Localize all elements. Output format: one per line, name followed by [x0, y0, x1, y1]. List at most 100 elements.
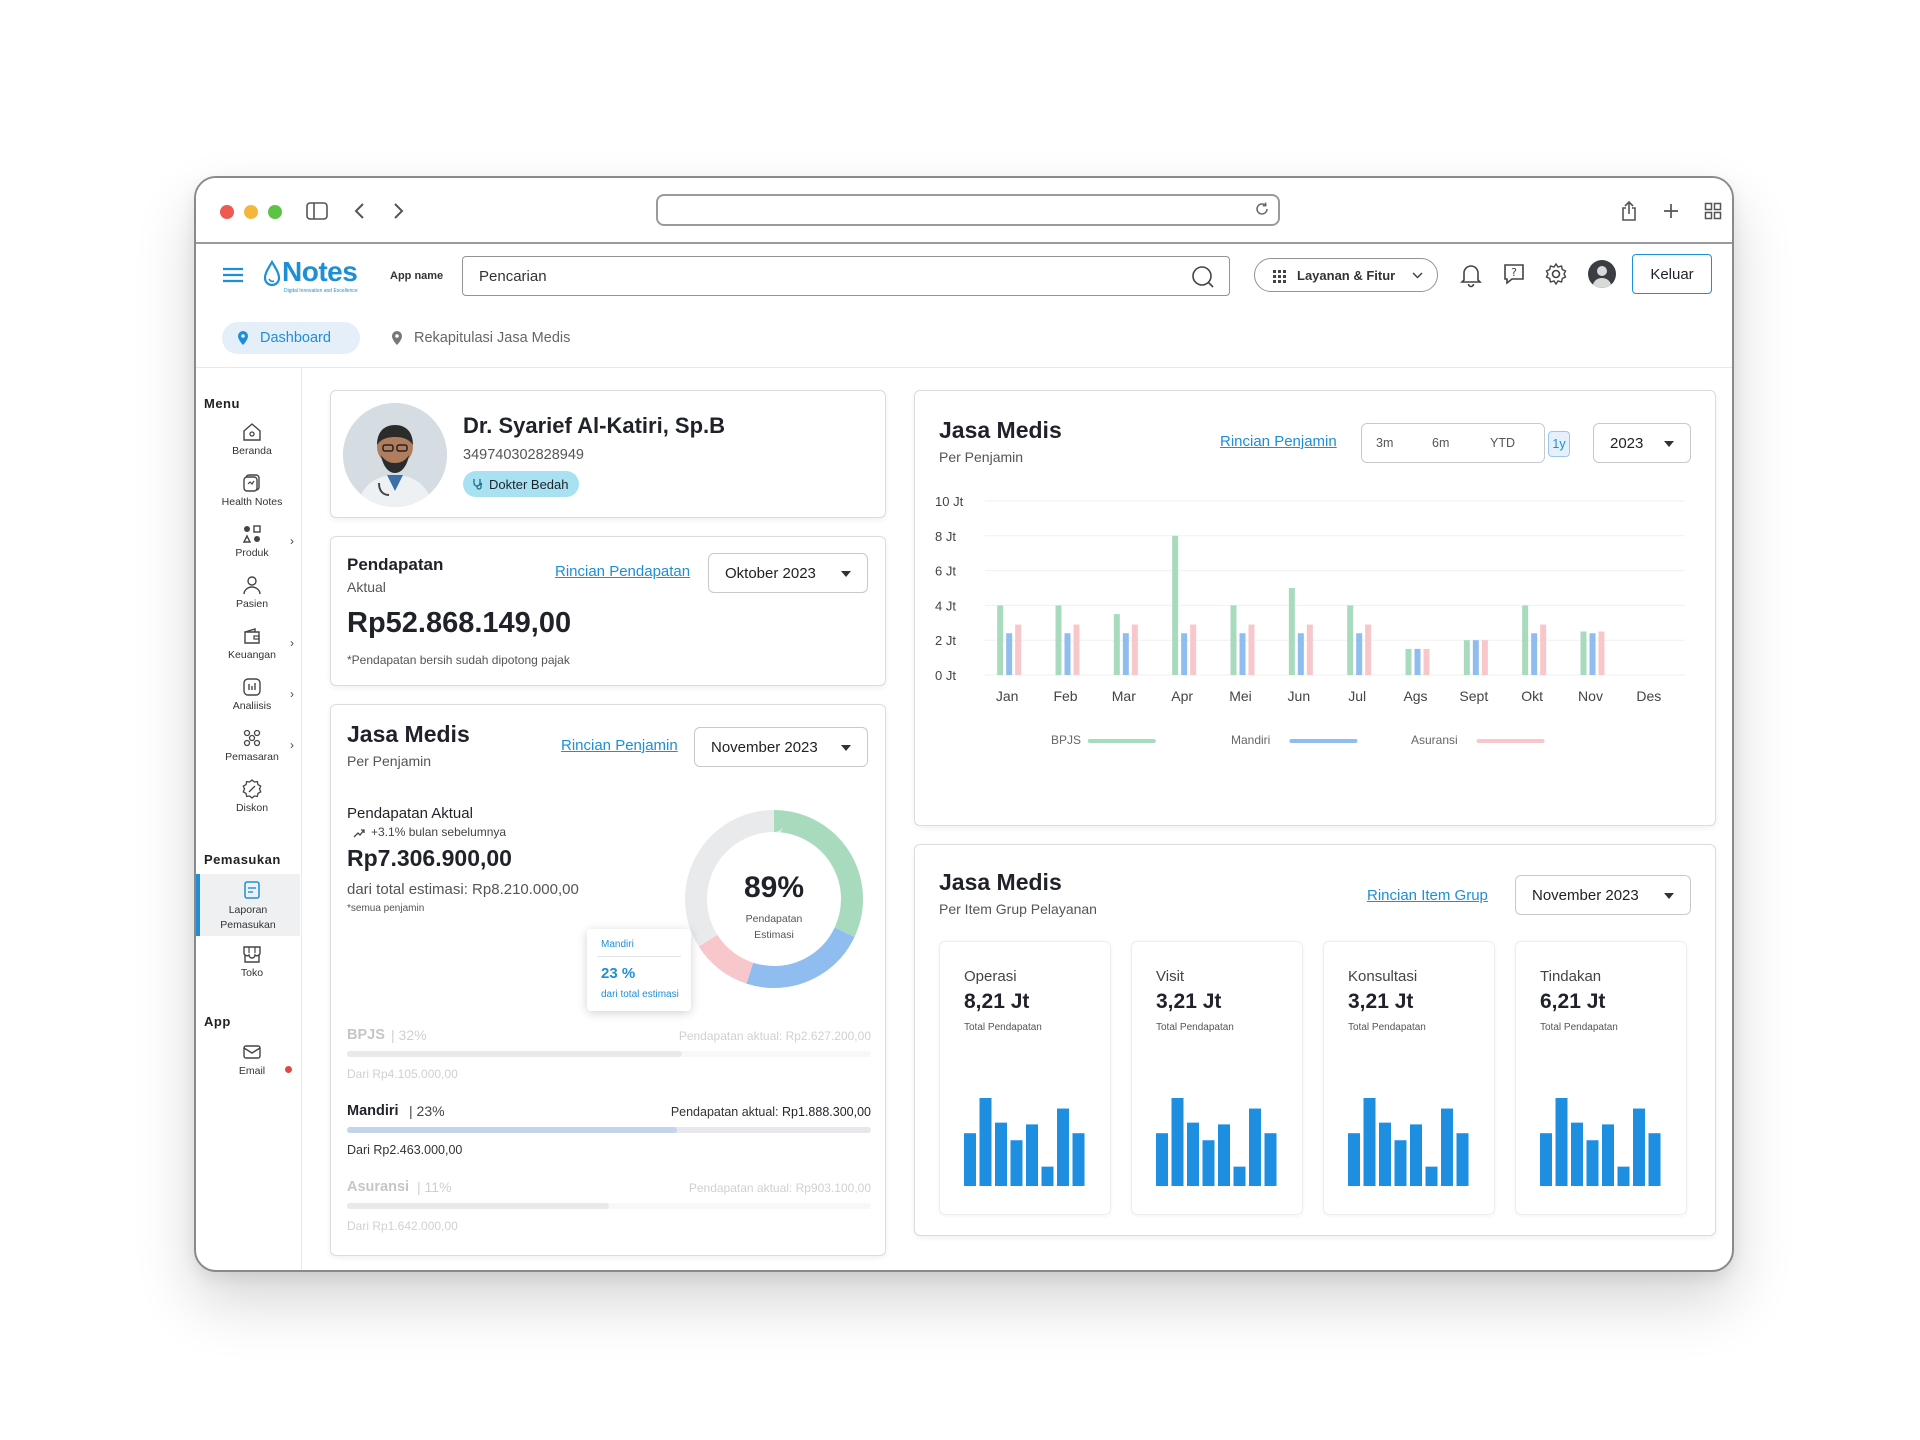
donut-segment-mandiri[interactable]: [685, 810, 863, 988]
bar-bpjs-okt[interactable]: [1522, 605, 1529, 675]
group-detail-link[interactable]: Rincian Item Grup: [1367, 887, 1488, 904]
patient-icon: [243, 576, 261, 595]
tooltip-name: Mandiri: [601, 939, 634, 950]
bar-bpjs-jul[interactable]: [1347, 605, 1354, 675]
group-tile-visit[interactable]: Visit 3,21 Jt Total Pendapatan: [1131, 941, 1303, 1215]
range-1y[interactable]: 1y: [1548, 431, 1570, 457]
guarantor-row-bpjs[interactable]: BPJS | 32% Pendapatan aktual: Rp2.627.20…: [347, 1027, 871, 1081]
user-avatar[interactable]: [1588, 260, 1616, 288]
year-select[interactable]: 2023: [1593, 423, 1691, 463]
bar-asuransi-nov[interactable]: [1598, 631, 1605, 676]
revenue-title: Pendapatan: [347, 555, 444, 574]
y-tick-label: 4 Jt: [935, 598, 956, 613]
bar-bpjs-feb[interactable]: [1055, 605, 1062, 675]
maximize-window-button[interactable]: [268, 205, 282, 219]
bar-mandiri-sept[interactable]: [1472, 640, 1479, 675]
app-logo[interactable]: Notes Digital Innovation and Excellence: [262, 256, 372, 296]
new-tab-icon[interactable]: [1656, 196, 1686, 226]
bell-icon[interactable]: [1460, 262, 1482, 293]
group-tile-konsultasi[interactable]: Konsultasi 3,21 Jt Total Pendapatan: [1323, 941, 1495, 1215]
back-icon[interactable]: [344, 196, 374, 226]
reload-icon[interactable]: [1254, 201, 1270, 222]
bar-asuransi-mei[interactable]: [1248, 624, 1255, 675]
close-window-button[interactable]: [220, 205, 234, 219]
guarantor-period-select[interactable]: November 2023: [694, 727, 868, 767]
bar-bpjs-nov[interactable]: [1580, 631, 1587, 676]
bar-mandiri-mar[interactable]: [1122, 633, 1129, 675]
guarantor-row-asuransi[interactable]: Asuransi | 11% Pendapatan aktual: Rp903.…: [347, 1179, 871, 1233]
bar-bpjs-mar[interactable]: [1113, 614, 1120, 675]
trend-suffix: bulan sebelumnya: [408, 825, 507, 839]
range-6m[interactable]: 6m: [1432, 436, 1450, 450]
logo-text: Notes: [282, 256, 358, 287]
share-icon[interactable]: [1614, 196, 1644, 226]
search-icon[interactable]: [1191, 265, 1215, 294]
revenue-period-select[interactable]: Oktober 2023: [708, 553, 868, 593]
bar-mandiri-jul[interactable]: [1356, 633, 1363, 675]
bar-asuransi-jul[interactable]: [1365, 624, 1372, 675]
bar-asuransi-jun[interactable]: [1306, 624, 1313, 675]
bar-asuransi-ags[interactable]: [1423, 648, 1430, 675]
sidebar-item-laporan-pemasukan[interactable]: Laporan Pemasukan: [196, 874, 300, 936]
bar-bpjs-jun[interactable]: [1288, 588, 1295, 675]
bar-mandiri-nov[interactable]: [1589, 633, 1596, 675]
group-tile-tindakan[interactable]: Tindakan 6,21 Jt Total Pendapatan: [1515, 941, 1687, 1215]
breadcrumb-current[interactable]: Rekapitulasi Jasa Medis: [414, 330, 571, 346]
bar-mandiri-jan[interactable]: [1006, 633, 1013, 675]
sidebar-item-pasien[interactable]: Pasien: [204, 575, 300, 610]
legend-label-mandiri: Mandiri: [1231, 733, 1270, 747]
sidebar-item-diskon[interactable]: Diskon: [204, 779, 300, 814]
features-button[interactable]: Layanan & Fitur: [1254, 258, 1438, 292]
sidebar-item-toko[interactable]: Toko: [204, 944, 300, 979]
sidebar-item-email[interactable]: Email: [204, 1042, 300, 1077]
bar-asuransi-apr[interactable]: [1190, 624, 1197, 675]
bar-asuransi-jan[interactable]: [1015, 624, 1022, 675]
jasa-medis-guarantor-card: Jasa Medis Per Penjamin Rincian Penjamin…: [330, 704, 886, 1256]
range-ytd[interactable]: YTD: [1490, 436, 1515, 450]
mini-bar: [1571, 1122, 1583, 1186]
sidebar-item-keuangan[interactable]: Keuangan ›: [204, 626, 300, 661]
revenue-detail-link[interactable]: Rincian Pendapatan: [555, 563, 691, 580]
bar-mandiri-feb[interactable]: [1064, 633, 1071, 675]
bar-asuransi-sept[interactable]: [1481, 640, 1488, 675]
group-tile-operasi[interactable]: Operasi 8,21 Jt Total Pendapatan: [939, 941, 1111, 1215]
sidebar-item-beranda[interactable]: Beranda: [204, 422, 300, 457]
tab-overview-icon[interactable]: [1698, 196, 1728, 226]
bar-mandiri-jun[interactable]: [1297, 633, 1304, 675]
help-chat-icon[interactable]: ?: [1502, 262, 1526, 291]
minimize-window-button[interactable]: [244, 205, 258, 219]
bar-asuransi-mar[interactable]: [1131, 624, 1138, 675]
bar-mandiri-okt[interactable]: [1531, 633, 1538, 675]
donut-segment-sisa[interactable]: [685, 810, 863, 988]
sidebar-toggle-icon[interactable]: [302, 196, 332, 226]
address-bar[interactable]: [656, 194, 1280, 226]
guarantor-actual: Pendapatan aktual: Rp903.100,00: [688, 1181, 871, 1195]
bar-bpjs-apr[interactable]: [1172, 535, 1179, 675]
settings-gear-icon[interactable]: [1544, 262, 1568, 291]
bar-bpjs-sept[interactable]: [1463, 640, 1470, 675]
guarantor-detail-link[interactable]: Rincian Penjamin: [561, 737, 678, 754]
sidebar-item-analiisis[interactable]: Analiisis ›: [204, 677, 300, 712]
bar-mandiri-mei[interactable]: [1239, 633, 1246, 675]
hamburger-menu-icon[interactable]: [222, 266, 244, 289]
guarantor-row-mandiri[interactable]: Mandiri | 23% Pendapatan aktual: Rp1.888…: [347, 1103, 871, 1157]
sidebar: Menu Beranda Health Notes Produk › Pasie…: [196, 368, 302, 1270]
sidebar-item-produk[interactable]: Produk ›: [204, 524, 300, 559]
forward-icon[interactable]: [384, 196, 414, 226]
group-period-select[interactable]: November 2023: [1515, 875, 1691, 915]
guarantor-actual-label: Pendapatan aktual:: [670, 1105, 779, 1119]
sidebar-item-pemasaran[interactable]: Pemasaran ›: [204, 728, 300, 763]
sidebar-item-health-notes[interactable]: Health Notes: [204, 473, 300, 508]
search-input[interactable]: Pencarian: [462, 256, 1230, 296]
breadcrumb-dashboard[interactable]: Dashboard: [222, 322, 360, 354]
bar-bpjs-mei[interactable]: [1230, 605, 1237, 675]
range-3m[interactable]: 3m: [1376, 436, 1394, 450]
bar-asuransi-feb[interactable]: [1073, 624, 1080, 675]
logout-button[interactable]: Keluar: [1632, 254, 1712, 294]
bar-bpjs-ags[interactable]: [1405, 648, 1412, 675]
bar-mandiri-apr[interactable]: [1181, 633, 1188, 675]
bar-mandiri-ags[interactable]: [1414, 648, 1421, 675]
bar-asuransi-okt[interactable]: [1540, 624, 1547, 675]
bar-bpjs-jan[interactable]: [997, 605, 1004, 675]
chart-guarantor-detail-link[interactable]: Rincian Penjamin: [1220, 433, 1337, 450]
